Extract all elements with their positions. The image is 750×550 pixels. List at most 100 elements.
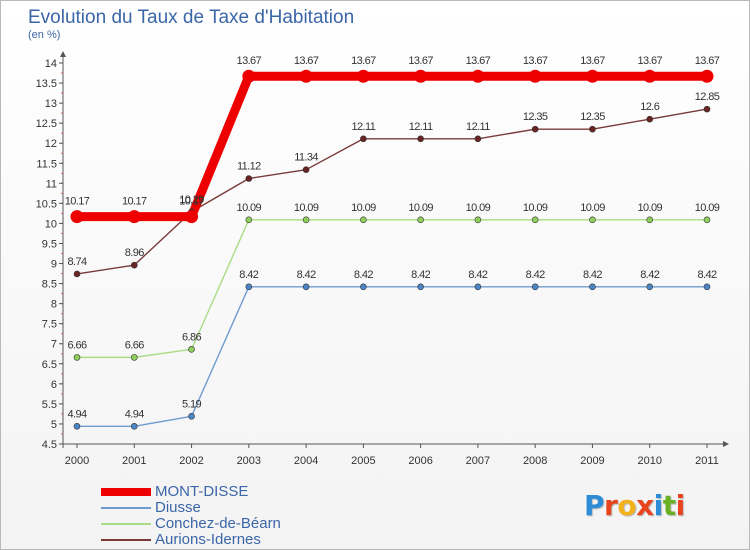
data-point: [646, 115, 654, 123]
x-tick-label: 2003: [237, 455, 261, 467]
data-label: 8.42: [297, 269, 316, 281]
series-line-diusse: [76, 286, 708, 428]
chart-title: Evolution du Taux de Taxe d'Habitation: [28, 7, 355, 28]
x-tick-label: 2007: [466, 455, 490, 467]
data-label: 8.42: [583, 269, 602, 281]
data-label: 12.35: [580, 111, 605, 123]
data-label: 8.42: [468, 269, 487, 281]
data-point: [589, 216, 596, 224]
data-point: [302, 216, 310, 224]
data-point: [360, 135, 367, 143]
data-point: [589, 125, 596, 133]
data-label: 13.67: [523, 55, 548, 67]
data-point: [703, 105, 711, 113]
data-point: [130, 354, 138, 361]
y-tick-label: 8.5: [42, 279, 57, 291]
data-point: [474, 283, 482, 291]
data-point: [188, 413, 195, 420]
data-point: [471, 69, 485, 83]
y-tick-label: 11: [46, 178, 57, 190]
data-label: 10.17: [122, 196, 147, 208]
data-point: [302, 283, 310, 291]
logo-letter: r: [604, 489, 618, 522]
data-point: [646, 216, 654, 224]
series-line-aurions-idernes: [76, 108, 708, 275]
data-label: 13.67: [294, 55, 319, 67]
data-point: [245, 216, 253, 224]
x-tick-label: 2000: [65, 455, 89, 467]
data-label: 8.42: [411, 269, 430, 281]
logo-letter: x: [636, 489, 654, 522]
chart-subtitle: (en %): [28, 29, 61, 41]
data-label: 13.67: [408, 55, 433, 67]
x-tick-label: 2005: [351, 455, 375, 467]
x-tick-label: 2011: [695, 455, 719, 467]
data-label: 10.09: [466, 202, 491, 214]
x-tick-label: 2008: [523, 455, 547, 467]
logo-letter: t: [662, 489, 676, 522]
y-tick-label: 7.5: [42, 319, 57, 331]
data-point: [700, 69, 714, 83]
data-label: 13.67: [580, 55, 605, 67]
data-point: [589, 283, 596, 291]
data-label: 11.34: [294, 152, 318, 164]
data-label: 10.09: [580, 202, 605, 214]
x-axis-arrow: [723, 441, 729, 447]
data-label: 13.67: [637, 55, 662, 67]
data-point: [245, 283, 253, 291]
data-point: [242, 69, 256, 83]
data-point: [474, 216, 482, 224]
data-label: 10.09: [237, 202, 262, 214]
data-point: [127, 210, 141, 224]
logo-letter: i: [675, 489, 686, 522]
line-chart: 4.5 5 5.5 6 6.5 7 7.5 8 8.5 9 9.5 10 10.5 11 11.5 12 12.…: [36, 51, 729, 467]
series-line-mont-disse: [72, 71, 712, 222]
y-tick-label: 9.5: [42, 238, 57, 250]
y-tick-label: 12: [45, 138, 57, 150]
legend-swatch: [101, 539, 151, 541]
data-label: 6.66: [67, 339, 86, 351]
y-tick-label: 11.5: [36, 158, 57, 170]
logo-letter: P: [584, 489, 605, 522]
y-tick-label: 13.5: [36, 78, 57, 90]
x-tick-label: 2009: [580, 455, 604, 467]
data-point: [130, 261, 138, 269]
data-label: 10.17: [65, 196, 90, 208]
data-label: 10.09: [294, 202, 319, 214]
data-point: [643, 69, 657, 83]
data-label: 12.11: [352, 121, 376, 133]
y-tick-label: 12.5: [36, 118, 57, 130]
data-label: 10.09: [637, 202, 662, 214]
data-label: 13.67: [466, 55, 491, 67]
x-tick-label: 2001: [122, 455, 146, 467]
y-tick-label: 6.5: [42, 359, 57, 371]
data-point: [585, 69, 599, 83]
data-label: 12.11: [466, 121, 490, 133]
data-point: [188, 346, 195, 353]
data-label: 10.09: [695, 202, 720, 214]
data-label: 12.6: [640, 101, 659, 113]
data-label: 4.94: [67, 408, 86, 420]
logo-letter: i: [653, 489, 664, 522]
data-label: 5.19: [182, 398, 201, 410]
y-tick-label: 5: [51, 419, 57, 431]
data-point: [245, 175, 253, 182]
data-point: [70, 210, 84, 224]
y-axis-arrow: [60, 51, 66, 57]
legend-item: Conchez-de-Béarn: [101, 516, 281, 532]
y-tick-label: 6: [51, 379, 57, 391]
data-point: [302, 166, 310, 173]
data-point: [356, 69, 370, 83]
data-label: 11.12: [237, 161, 261, 173]
legend-swatch: [101, 507, 151, 509]
data-point: [417, 135, 424, 143]
data-label: 10.09: [523, 202, 548, 214]
data-label: 8.42: [239, 269, 258, 281]
data-label: 8.42: [697, 269, 716, 281]
data-label: 6.66: [125, 339, 144, 351]
data-point: [703, 216, 711, 224]
data-label: 10.09: [351, 202, 376, 214]
data-label: 8.42: [354, 269, 373, 281]
data-point: [185, 210, 199, 224]
